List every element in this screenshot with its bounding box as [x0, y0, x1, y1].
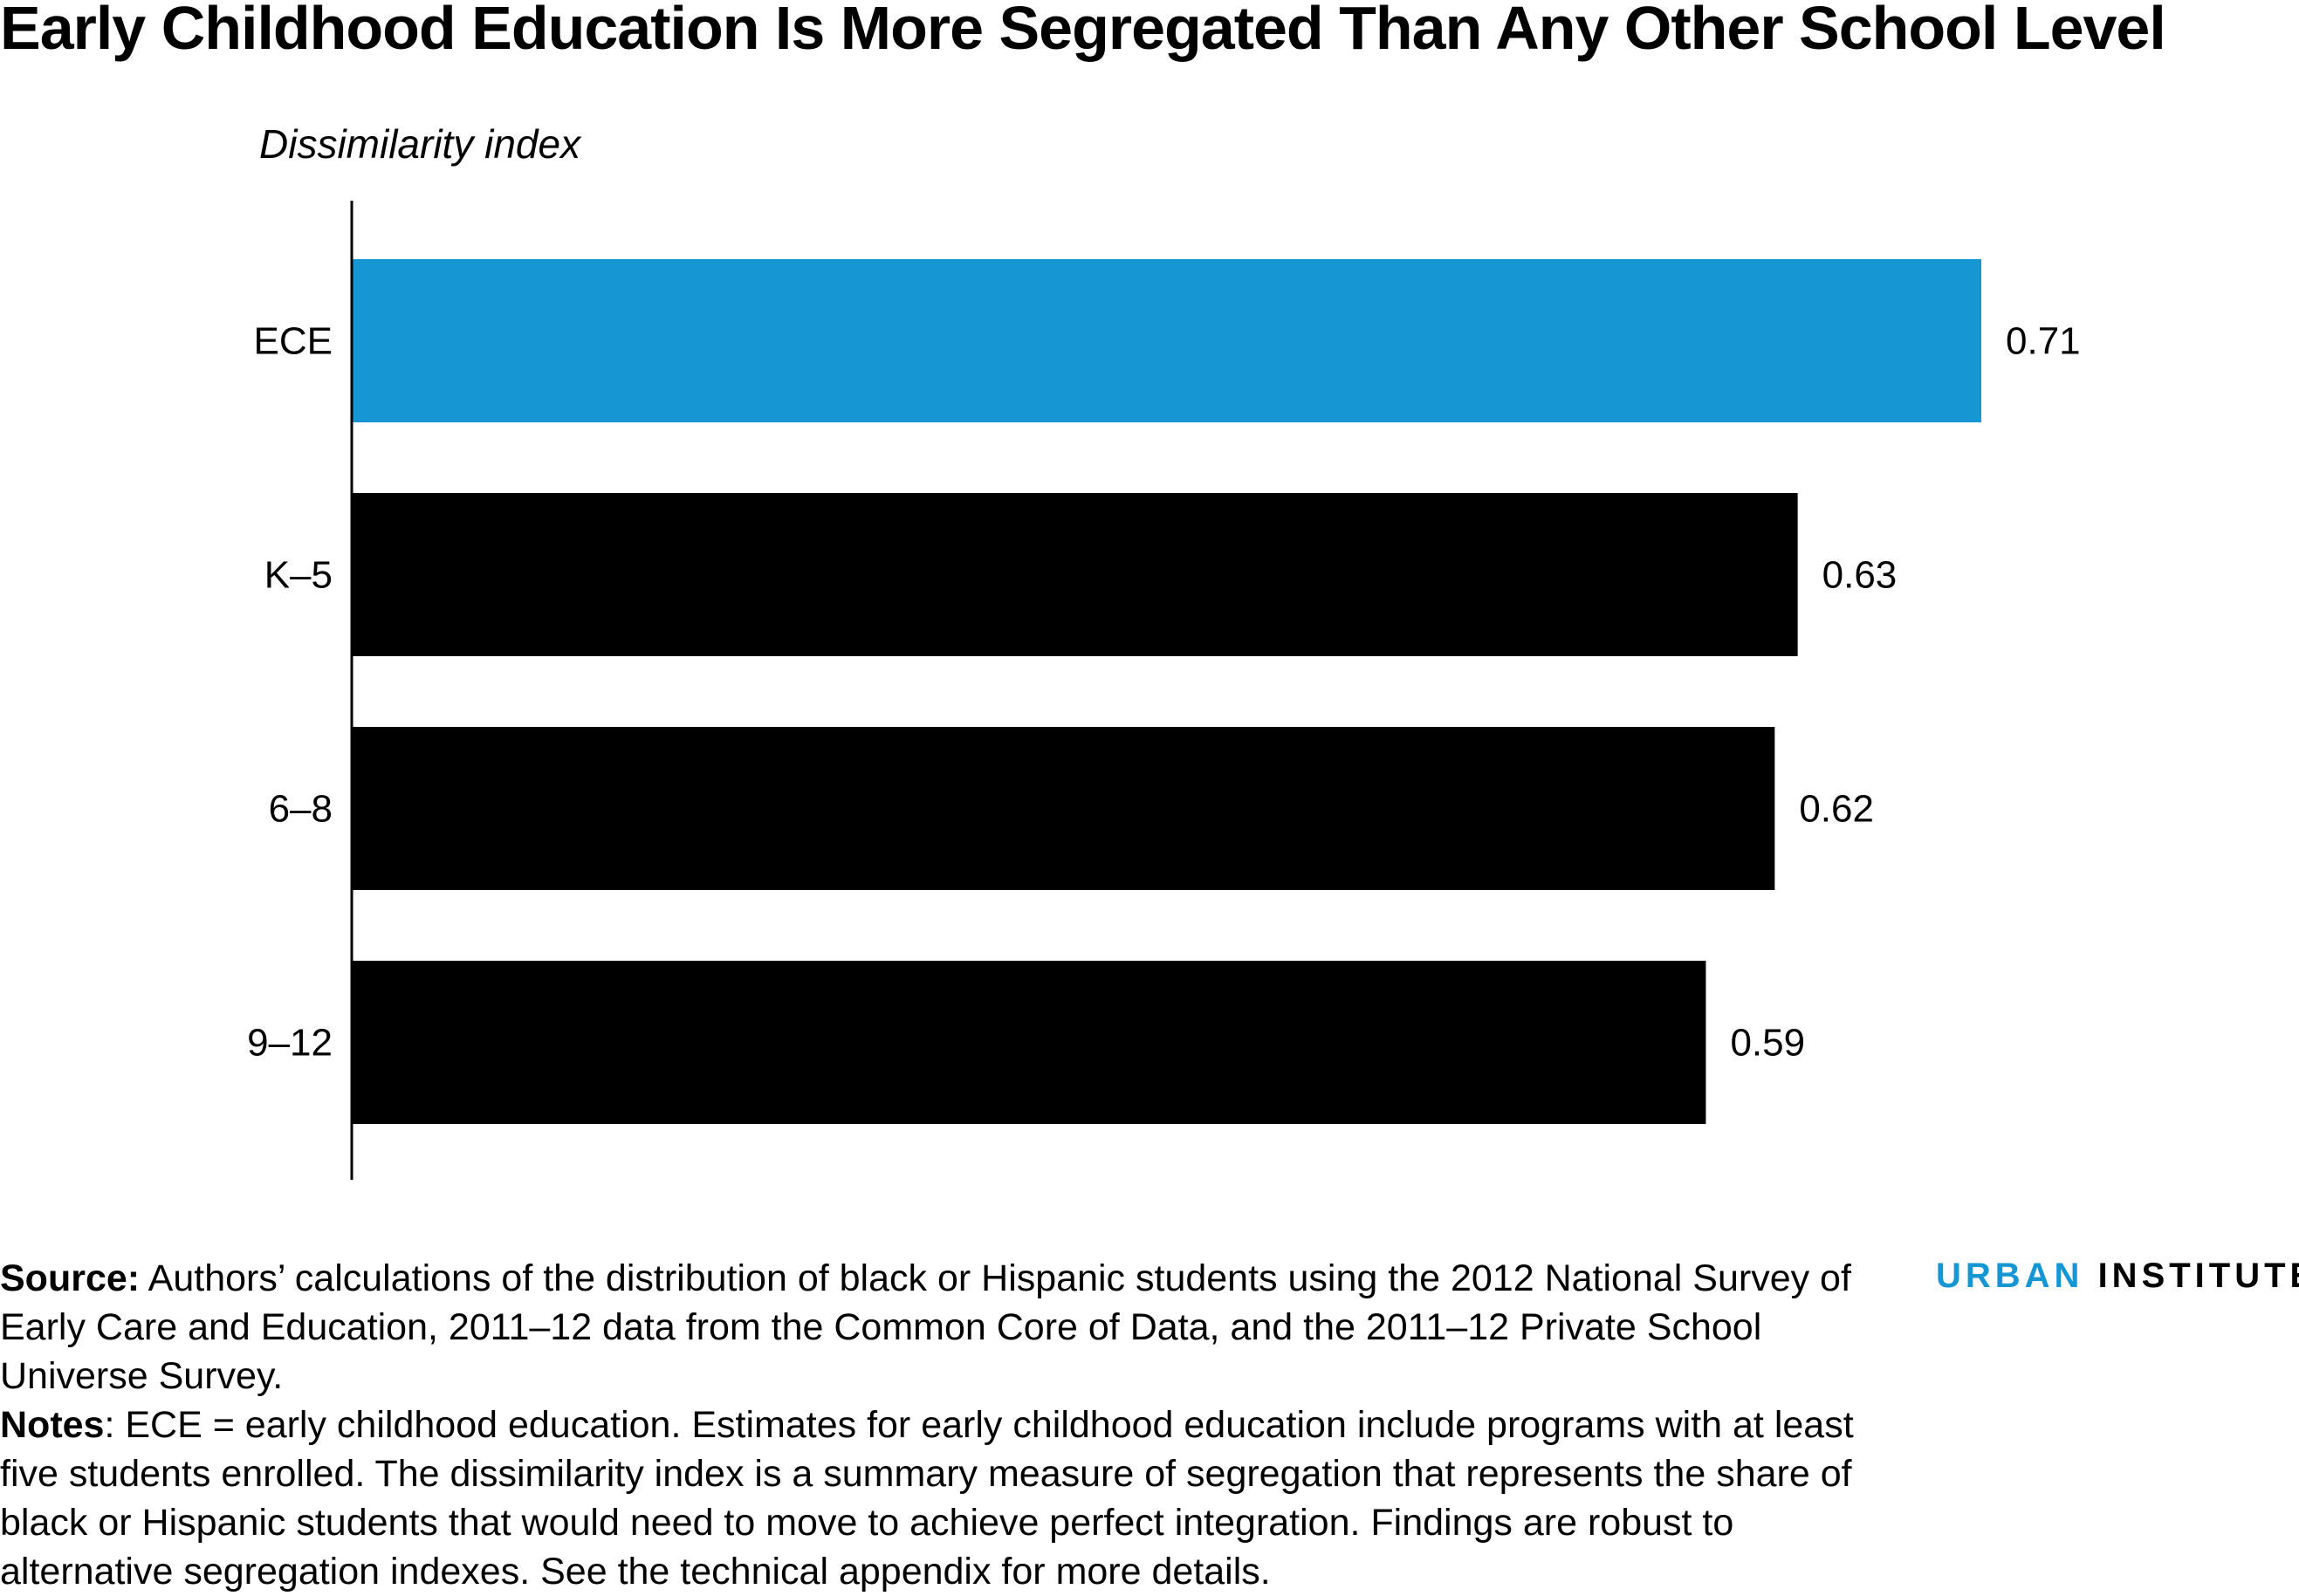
chart-title: Early Childhood Education Is More Segreg… [0, 0, 2166, 62]
urban-institute-logo: URBAN INSTITUTE [1936, 1257, 2299, 1296]
notes: Notes: ECE = early childhood education. … [0, 1401, 1911, 1596]
notes-label: Notes [0, 1404, 105, 1446]
value-label-3: 0.59 [1730, 1022, 1805, 1065]
category-label-3: 9–12 [247, 1022, 333, 1065]
value-label-0: 0.71 [2006, 320, 2081, 363]
source-note: Source: Authors’ calculations of the dis… [0, 1254, 1911, 1401]
axis-title: Dissimilarity index [259, 121, 581, 167]
bar-0 [352, 259, 1981, 422]
bar-3 [352, 961, 1706, 1124]
logo-word-institute: INSTITUTE [2097, 1257, 2299, 1295]
bar-1 [352, 493, 1798, 656]
value-label-1: 0.63 [1822, 554, 1898, 597]
value-label-2: 0.62 [1799, 788, 1874, 831]
notes-text: : ECE = early childhood education. Estim… [0, 1404, 1854, 1593]
category-label-2: 6–8 [269, 788, 333, 831]
source-text: Authors’ calculations of the distributio… [0, 1257, 1851, 1397]
bar-chart: ECE 0.71 K–5 0.63 6–8 0.62 9–12 0.59 [247, 201, 2081, 1180]
bar-2 [352, 727, 1775, 890]
footer: Source: Authors’ calculations of the dis… [0, 1254, 1911, 1596]
category-label-1: K–5 [264, 554, 333, 597]
category-label-0: ECE [254, 320, 333, 363]
source-label: Source: [0, 1257, 141, 1299]
logo-word-urban: URBAN [1936, 1257, 2084, 1295]
